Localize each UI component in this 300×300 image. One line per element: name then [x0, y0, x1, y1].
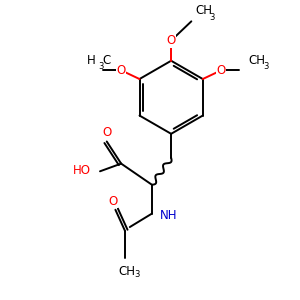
Text: NH: NH	[160, 209, 177, 222]
Text: O: O	[108, 195, 117, 208]
Text: 3: 3	[209, 13, 214, 22]
Text: O: O	[117, 64, 126, 77]
Text: HO: HO	[74, 164, 92, 177]
Text: O: O	[102, 126, 111, 139]
Text: 3: 3	[134, 270, 140, 279]
Text: 3: 3	[98, 62, 104, 71]
Text: CH: CH	[118, 265, 135, 278]
Text: O: O	[216, 64, 226, 77]
Text: CH: CH	[195, 4, 212, 17]
Text: O: O	[167, 34, 176, 47]
Text: H: H	[86, 53, 95, 67]
Text: 3: 3	[263, 62, 268, 71]
Text: CH: CH	[248, 53, 265, 67]
Text: C: C	[103, 53, 111, 67]
